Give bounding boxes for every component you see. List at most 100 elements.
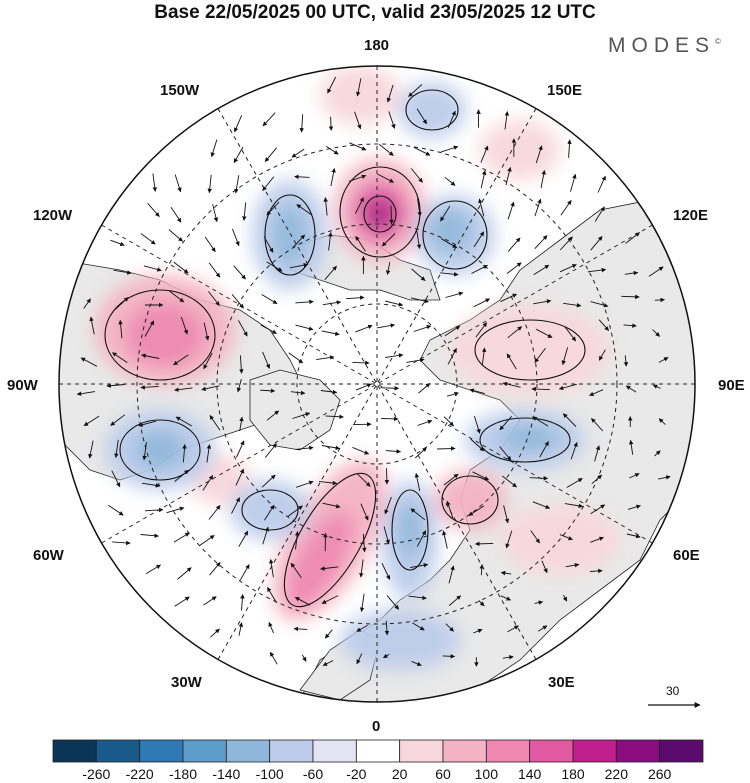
- wind-arrow: [478, 198, 485, 217]
- wind-arrow: [566, 478, 583, 488]
- colorbar-swatch: [615, 739, 661, 763]
- wind-arrow: [590, 536, 604, 543]
- wind-arrow: [444, 176, 456, 186]
- wind-arrow: [417, 198, 422, 217]
- colorbar-tick-label: 100: [474, 766, 499, 782]
- wind-arrow: [590, 301, 609, 308]
- wind-arrow: [563, 302, 582, 308]
- wind-arrow: [598, 319, 610, 331]
- wind-arrow: [628, 439, 634, 455]
- wind-arrow: [269, 651, 278, 665]
- colorbar-swatch: [399, 739, 444, 763]
- wind-arrow: [410, 168, 423, 183]
- wind-arrow: [210, 139, 218, 158]
- wind-arrow: [590, 504, 606, 515]
- wind-arrow: [112, 540, 131, 546]
- wind-arrow: [473, 415, 481, 434]
- wind-arrow: [411, 268, 426, 281]
- wind-arrow: [264, 504, 275, 521]
- wind-arrow: [589, 568, 603, 574]
- wind-arrow: [559, 236, 573, 251]
- wind-arrow: [355, 78, 362, 97]
- wind-arrow: [295, 445, 314, 451]
- wind-arrow: [349, 142, 367, 151]
- wind-arrow: [565, 562, 580, 568]
- colorbar-tick-label: -60: [302, 766, 324, 782]
- negative-anomaly-blob: [398, 82, 466, 138]
- negative-anomaly-blob: [428, 208, 472, 252]
- positive-anomaly-blob: [320, 66, 400, 125]
- wind-arrow: [444, 325, 461, 337]
- wind-arrow: [413, 325, 432, 332]
- wind-arrow: [204, 236, 216, 253]
- wind-arrow: [323, 197, 328, 216]
- wind-arrow: [352, 360, 370, 366]
- wind-arrow: [447, 110, 456, 128]
- lon-label-90w: 90W: [7, 377, 38, 394]
- wind-arrow: [416, 108, 427, 125]
- lon-label-180: 180: [364, 37, 390, 54]
- meridian-line: [101, 224, 653, 544]
- wind-arrow: [473, 298, 491, 308]
- wind-arrow: [144, 507, 164, 513]
- wind-arrow: [177, 567, 192, 580]
- wind-arrow: [377, 173, 394, 183]
- wind-arrow: [441, 238, 458, 249]
- wind-arrow: [359, 559, 364, 578]
- wind-arrow: [299, 114, 305, 133]
- wind-arrow: [209, 562, 221, 576]
- wind-arrow: [410, 562, 429, 569]
- wind-arrow: [383, 653, 390, 659]
- wind-arrow: [443, 416, 454, 427]
- wind-arrow: [269, 558, 274, 578]
- wind-arrow: [212, 204, 219, 223]
- wind-arrow: [113, 269, 132, 275]
- negative-anomaly-blob: [500, 424, 560, 452]
- wind-arrow: [294, 531, 300, 550]
- wind-arrow: [406, 357, 425, 363]
- wind-arrow: [235, 468, 245, 486]
- wind-arrow: [468, 505, 485, 516]
- wind-arrow: [473, 628, 483, 634]
- latitude-grid: [136, 143, 618, 625]
- wind-arrow: [380, 385, 400, 391]
- colorbar-tick-label: 140: [517, 766, 542, 782]
- wind-arrow: [294, 596, 311, 606]
- wind-arrow: [567, 139, 572, 158]
- meridian-line: [101, 224, 653, 544]
- wind-arrow: [238, 530, 249, 547]
- wind-arrow: [233, 146, 244, 164]
- wind-arrow: [537, 625, 548, 632]
- wind-arrow: [208, 262, 221, 278]
- wind-arrow: [385, 449, 402, 454]
- negative-anomaly-blob: [135, 430, 185, 470]
- colorbar-swatch: [139, 739, 184, 763]
- wind-arrow: [152, 173, 157, 192]
- wind-arrow: [231, 497, 241, 514]
- wind-arrow: [321, 330, 340, 336]
- wind-arrow: [348, 174, 367, 182]
- negative-anomaly-blob: [340, 610, 460, 670]
- wind-arrow: [539, 441, 549, 458]
- colorbar-swatch: [572, 739, 617, 763]
- colorbar-swatch: [52, 739, 97, 763]
- wind-arrow: [440, 145, 459, 153]
- wind-arrow: [239, 416, 244, 432]
- wind-arrow: [469, 388, 485, 395]
- wind-arrow: [326, 146, 339, 155]
- wind-arrow: [359, 593, 365, 613]
- wind-arrow: [570, 173, 577, 192]
- wind-arrow: [499, 416, 512, 431]
- negative-anomaly-blob: [230, 480, 310, 540]
- wind-arrow: [388, 111, 396, 129]
- wind-arrow: [381, 416, 399, 422]
- wind-arrow: [376, 323, 396, 329]
- wind-arrow: [294, 174, 310, 180]
- wind-arrow: [324, 629, 333, 639]
- wind-arrow: [202, 475, 214, 491]
- meridian-line: [217, 108, 537, 660]
- wind-arrow: [480, 170, 487, 189]
- wind-arrow: [437, 446, 456, 451]
- wind-arrow: [240, 593, 245, 611]
- wind-arrow: [652, 329, 661, 337]
